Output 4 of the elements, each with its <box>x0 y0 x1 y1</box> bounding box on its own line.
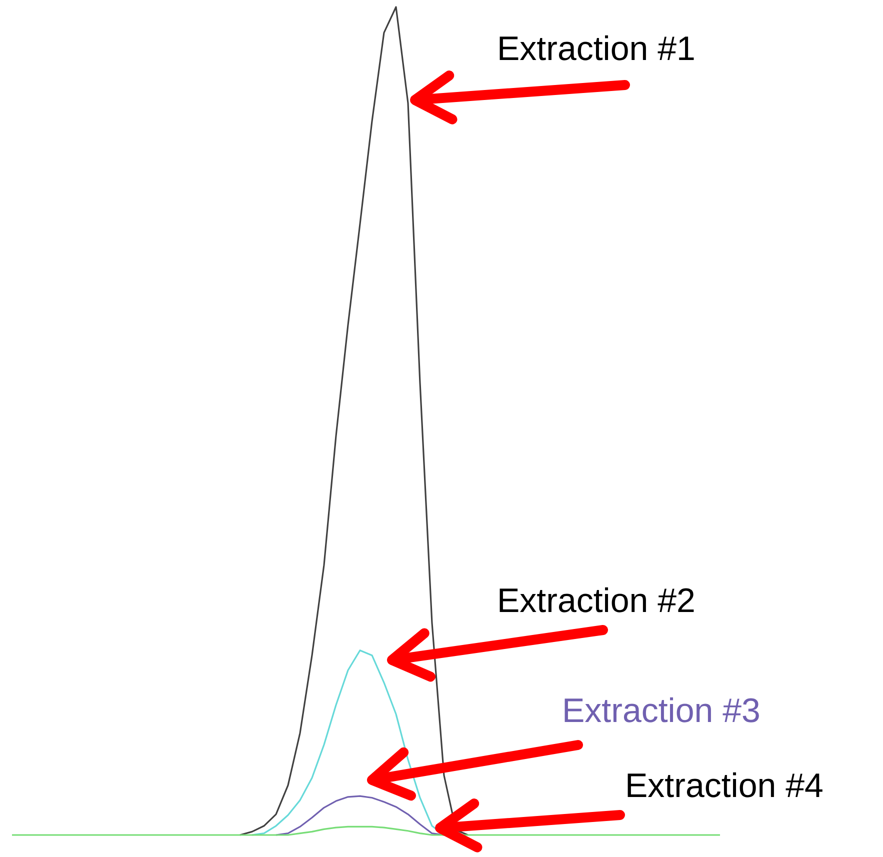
text: Extraction #1 <box>497 30 696 68</box>
series-label: Extraction #4 <box>625 767 824 805</box>
text: Extraction #2 <box>497 582 696 620</box>
text: Extraction #3 <box>562 692 760 730</box>
